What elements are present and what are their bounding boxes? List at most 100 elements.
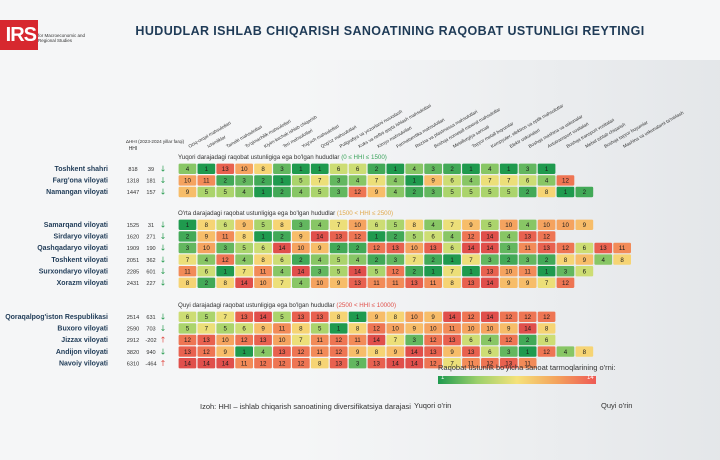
heatmap-cell-label: 11 — [430, 280, 437, 287]
heatmap-cell — [405, 175, 424, 186]
heatmap-cell-label: 8 — [261, 257, 265, 264]
heatmap-cell — [197, 311, 216, 322]
heatmap-cell-label: 3 — [431, 189, 435, 196]
logo-subtitle: for Macroeconomic and Regional Studies — [38, 33, 86, 43]
region-label: Jizzax viloyati — [61, 337, 108, 344]
heatmap-cell — [197, 242, 216, 254]
heatmap-cell-label: 14 — [411, 349, 418, 356]
dhhi-value: -202 — [145, 338, 156, 344]
heatmap-cell — [178, 242, 197, 254]
heatmap-cell-label: 2 — [545, 257, 549, 264]
heatmap-cell — [329, 175, 348, 186]
heatmap-cell — [235, 219, 253, 230]
heatmap-cell — [518, 254, 537, 265]
heatmap-cell — [329, 323, 348, 334]
heatmap-cell-label: 14 — [524, 326, 531, 333]
heatmap-cell — [235, 277, 253, 288]
heatmap-cell — [386, 311, 405, 322]
heatmap-cell — [499, 242, 518, 254]
heatmap-cell — [197, 266, 216, 277]
heatmap-cell — [556, 254, 575, 265]
heatmap-cell-label: 1 — [394, 166, 398, 173]
dhhi-value: 157 — [146, 190, 155, 196]
heatmap-cell-label: 2 — [299, 257, 303, 264]
heatmap-cell — [348, 231, 367, 242]
arrow-up-icon: ↑ — [160, 359, 167, 368]
heatmap-cell-label: 9 — [375, 189, 379, 196]
heatmap-cell-label: 14 — [241, 280, 248, 287]
heatmap-cell — [273, 358, 291, 369]
heatmap-cell-label: 3 — [413, 337, 417, 344]
heatmap-cell — [216, 311, 235, 322]
heatmap-cell — [178, 266, 197, 277]
heatmap-cell — [273, 346, 291, 357]
heatmap-cell-label: 12 — [373, 326, 380, 333]
heatmap-cell — [556, 186, 575, 198]
heatmap-cell — [367, 175, 386, 186]
heatmap-cell-label: 14 — [392, 360, 399, 367]
heatmap-cell-label: 9 — [394, 349, 398, 356]
heatmap-cell-label: 10 — [184, 178, 191, 185]
heatmap-cell-label: 13 — [335, 360, 342, 367]
heatmap-cell — [254, 311, 272, 322]
heatmap-cell — [367, 346, 386, 357]
group-label: Quyi darajadagi raqobat ustunligiga ega … — [178, 302, 396, 309]
heatmap-cell-label: 3 — [337, 178, 341, 185]
arrow-down-icon: ↓ — [160, 165, 167, 174]
heatmap-cell-label: 8 — [261, 166, 265, 173]
heatmap-cell-label: 13 — [430, 349, 437, 356]
heatmap-cell-label: 7 — [280, 280, 284, 287]
heatmap-cell — [348, 277, 367, 288]
heatmap-cell — [254, 346, 272, 357]
heatmap-cell-label: 12 — [335, 337, 342, 344]
heatmap-cell-label: 13 — [354, 280, 361, 287]
heatmap-cell-label: 12 — [505, 314, 512, 321]
heatmap-cell — [273, 323, 291, 334]
heatmap-cell-label: 14 — [222, 360, 229, 367]
heatmap-cell — [518, 346, 537, 357]
heatmap-cell — [197, 219, 216, 230]
heatmap-cell-label: 12 — [562, 245, 569, 252]
heatmap-cell-label: 2 — [526, 337, 530, 344]
heatmap-cell-label: 12 — [430, 337, 437, 344]
heatmap-cell — [254, 186, 272, 198]
heatmap-cell-label: 5 — [318, 326, 322, 333]
heatmap-cell-label: 12 — [335, 349, 342, 356]
heatmap-cell — [254, 254, 272, 265]
heatmap-cell-label: 1 — [261, 234, 265, 241]
heatmap-cell — [424, 311, 442, 322]
heatmap-cell-label: 11 — [619, 245, 626, 252]
heatmap-cell — [405, 334, 424, 346]
heatmap-cell-label: 7 — [507, 178, 511, 185]
heatmap-cell — [348, 219, 367, 230]
arrow-down-icon: ↓ — [160, 176, 167, 185]
heatmap-cell — [443, 323, 461, 334]
heatmap-cell-label: 4 — [318, 222, 322, 229]
heatmap-cell — [518, 219, 537, 230]
heatmap-cell-label: 7 — [242, 268, 246, 275]
heatmap-cell — [254, 323, 272, 334]
dhhi-value: -464 — [145, 361, 156, 367]
heatmap-cell-label: 8 — [205, 222, 209, 229]
heatmap-cell — [348, 242, 367, 254]
heatmap-cell — [310, 242, 329, 254]
heatmap-cell-label: 8 — [356, 326, 360, 333]
heatmap-cell — [254, 358, 272, 369]
heatmap-cell — [537, 219, 556, 230]
heatmap-cell-label: 9 — [242, 222, 246, 229]
heatmap-cell-label: 2 — [583, 189, 587, 196]
heatmap-cell-label: 12 — [562, 280, 569, 287]
heatmap-cell — [443, 219, 461, 230]
heatmap-cell — [197, 346, 216, 357]
heatmap-cell-label: 13 — [411, 280, 418, 287]
heatmap-cell — [292, 323, 310, 334]
heatmap-cell — [216, 242, 235, 254]
heatmap-cell — [537, 334, 556, 346]
heatmap-cell — [499, 175, 518, 186]
heatmap-cell — [292, 277, 310, 288]
heatmap-cell — [499, 358, 518, 369]
heatmap-cell-label: 7 — [375, 178, 379, 185]
heatmap-cell-label: 8 — [564, 257, 568, 264]
heatmap-cell — [329, 163, 348, 174]
heatmap-cell-label: 7 — [337, 222, 341, 229]
